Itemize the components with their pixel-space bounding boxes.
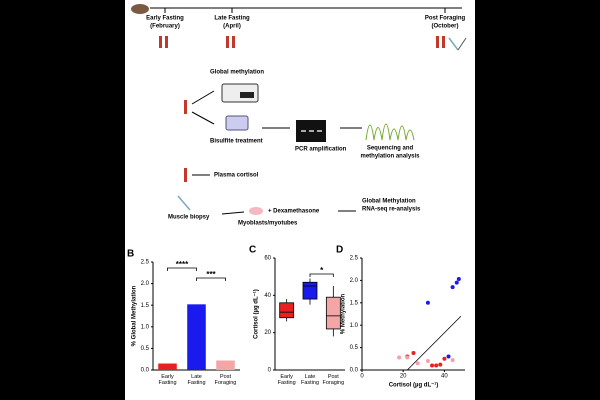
sig-label: **** — [176, 260, 189, 269]
point — [434, 363, 439, 368]
panel-bg — [125, 0, 475, 400]
y-tick-label: 0 — [268, 368, 272, 374]
step: PCR amplification — [295, 147, 347, 153]
y-axis-label: Cortisol (µg dL⁻¹) — [253, 289, 260, 339]
x-axis-label: Cortisol (µg dL⁻¹) — [389, 382, 439, 389]
point — [456, 277, 461, 282]
y-tick-label: 1.0 — [350, 323, 359, 329]
panel-label: C — [249, 245, 256, 256]
step: Global Methylation — [362, 199, 416, 205]
y-tick-label: 40 — [264, 293, 271, 299]
point — [438, 362, 443, 367]
x-tick-label: Early Fasting — [277, 374, 296, 386]
x-tick-label: 0 — [360, 374, 364, 380]
point — [425, 359, 430, 364]
timeline-label: Early Fasting — [146, 16, 184, 22]
step: Muscle biopsy — [168, 215, 210, 221]
bar — [216, 360, 235, 370]
biopsy-icon — [457, 37, 467, 51]
y-tick-label: 2.5 — [350, 256, 359, 262]
y-tick-label: 60 — [264, 256, 271, 262]
point — [450, 285, 455, 290]
bar — [187, 304, 206, 370]
tube — [184, 100, 187, 114]
timeline-label: Late Fasting — [214, 16, 250, 22]
step: Bisulfite treatment — [210, 139, 263, 145]
point — [442, 356, 447, 361]
biopsy-icon — [448, 37, 459, 51]
x-tick-label: Post Foraging — [214, 374, 237, 386]
y-tick-label: 0.0 — [350, 368, 359, 374]
cells-icon — [249, 207, 263, 215]
trendline — [407, 315, 462, 371]
point — [450, 358, 455, 363]
box — [302, 281, 318, 300]
arrow — [191, 111, 215, 125]
panel-label: B — [127, 249, 134, 260]
y-tick-label: 1.0 — [141, 324, 150, 330]
timeline-label: (April) — [223, 24, 241, 30]
tubes — [159, 36, 445, 48]
point — [397, 355, 402, 360]
sig-bracket — [196, 277, 226, 281]
step: + Dexamethasone — [268, 209, 320, 215]
tube — [184, 168, 187, 182]
step: methylation analysis — [360, 154, 420, 160]
point — [405, 355, 410, 360]
x-tick-label: 20 — [400, 374, 407, 380]
y-tick-label: 0.5 — [141, 346, 150, 352]
x-tick-label: Post Foraging — [322, 374, 345, 386]
biopsy-icon — [177, 195, 191, 211]
y-tick-label: 0.5 — [350, 345, 359, 351]
chromatogram — [365, 123, 415, 141]
bar — [158, 363, 177, 370]
y-tick-label: 1.5 — [141, 303, 150, 309]
y-axis-label: % Methylation — [341, 294, 347, 335]
box — [279, 302, 295, 319]
box — [325, 296, 341, 330]
x-tick-label: Late Fasting — [187, 374, 206, 386]
arrow — [191, 90, 215, 105]
step: RNA-seq re-analysis — [362, 207, 421, 213]
step: Sequencing and — [367, 146, 414, 152]
point — [446, 354, 451, 359]
sig-bracket — [167, 267, 197, 271]
y-axis-label: % Global Methylation — [132, 285, 138, 346]
x-tick-label: 40 — [441, 374, 448, 380]
point — [415, 361, 420, 366]
arrow — [221, 211, 245, 215]
point — [425, 300, 430, 305]
sig-label: *** — [206, 270, 216, 279]
y-tick-label: 0.0 — [141, 368, 150, 374]
point — [411, 350, 416, 355]
seal-icon — [131, 4, 149, 14]
timeline-label: (October) — [432, 24, 459, 30]
step: Global methylation — [210, 70, 264, 76]
machine-icon — [240, 92, 254, 98]
step: Myoblasts/myotubes — [238, 221, 298, 227]
sig-bracket — [309, 273, 334, 277]
plate-icon — [225, 115, 249, 131]
x-tick-label: Late Fasting — [300, 374, 320, 386]
timeline-label: Post Foraging — [425, 16, 466, 22]
timeline-label: (February) — [150, 24, 180, 30]
step: Plasma cortisol — [214, 173, 259, 179]
y-tick-label: 2.5 — [141, 260, 150, 266]
point — [430, 363, 435, 368]
y-tick-label: 2.0 — [350, 278, 359, 284]
point — [454, 280, 459, 285]
x-tick-label: Early Fasting — [158, 374, 177, 386]
y-tick-label: 20 — [264, 330, 271, 336]
sig-label: * — [320, 266, 324, 275]
panel-label: D — [336, 245, 343, 256]
y-tick-label: 2.0 — [141, 281, 150, 287]
y-tick-label: 1.5 — [350, 300, 359, 306]
